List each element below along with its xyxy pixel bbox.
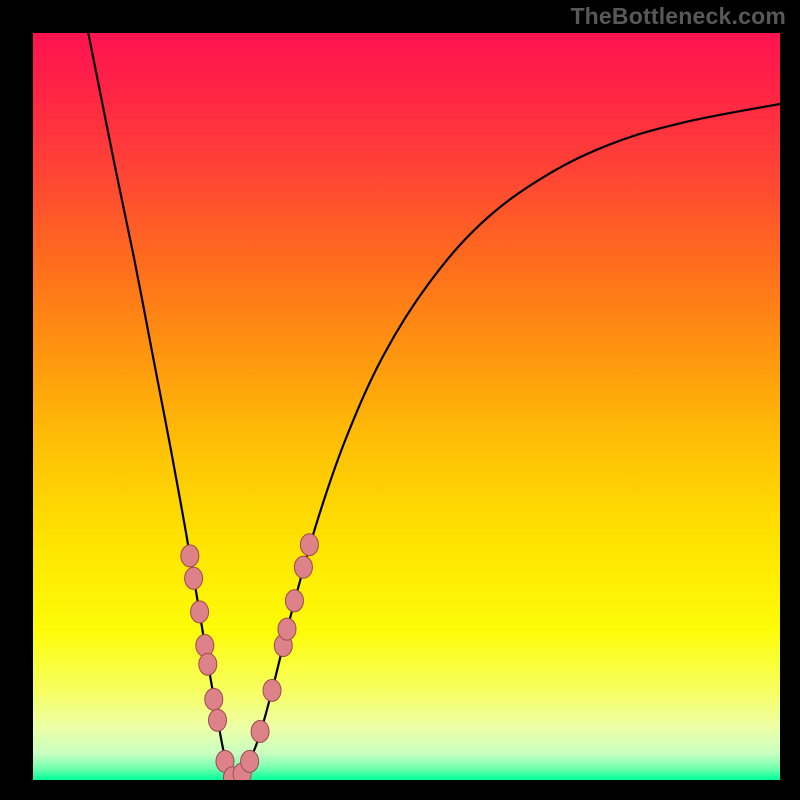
marker-point — [241, 750, 259, 772]
marker-point — [300, 534, 318, 556]
watermark-text: TheBottleneck.com — [570, 3, 786, 30]
marker-point — [185, 567, 203, 589]
marker-point — [285, 590, 303, 612]
marker-point — [263, 679, 281, 701]
plot-area — [33, 33, 780, 780]
marker-point — [199, 653, 217, 675]
marker-point — [209, 709, 227, 731]
marker-point — [196, 635, 214, 657]
marker-point — [181, 545, 199, 567]
marker-point — [294, 556, 312, 578]
gradient-background — [33, 33, 780, 780]
marker-point — [191, 601, 209, 623]
chart-container: TheBottleneck.com — [0, 0, 800, 800]
marker-point — [278, 618, 296, 640]
marker-point — [205, 688, 223, 710]
marker-point — [251, 720, 269, 742]
chart-svg — [33, 33, 780, 780]
